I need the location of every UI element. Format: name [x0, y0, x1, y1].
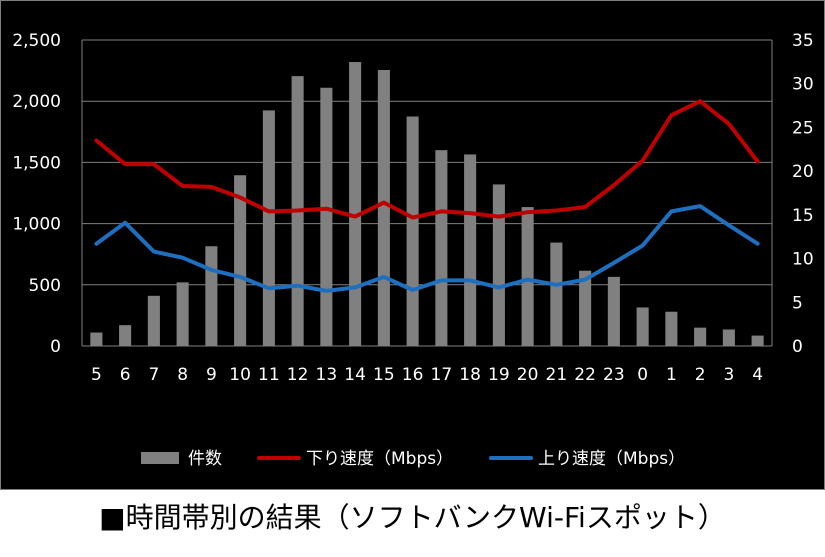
left-axis-tick-labels: 0 500 1,000 1,500 2,000 2,500 — [12, 31, 61, 357]
bar-count — [406, 116, 419, 346]
left-tick-label: 500 — [29, 276, 61, 296]
bar-count — [521, 207, 534, 346]
x-tick-label: 6 — [120, 365, 131, 385]
x-tick-label: 17 — [431, 365, 453, 385]
bar-count — [550, 242, 563, 346]
gridlines — [81, 39, 773, 347]
x-tick-label: 19 — [488, 365, 510, 385]
left-tick-label: 0 — [50, 337, 61, 357]
bar-count — [147, 295, 160, 346]
bar-count — [665, 311, 678, 346]
right-tick-label: 30 — [792, 75, 814, 95]
left-tick-label: 1,500 — [12, 153, 61, 173]
legend-label: 上り速度（Mbps） — [538, 449, 685, 469]
x-tick-label: 10 — [229, 365, 251, 385]
bar-count — [722, 329, 735, 346]
legend-label: 件数 — [188, 449, 222, 469]
right-tick-label: 35 — [792, 31, 814, 51]
right-axis-tick-labels: 0 5 10 15 20 25 30 35 — [792, 31, 814, 357]
x-tick-label: 13 — [316, 365, 338, 385]
bar-count — [262, 110, 275, 346]
x-tick-label: 4 — [752, 365, 763, 385]
bar-count — [751, 335, 764, 346]
right-tick-label: 15 — [792, 206, 814, 226]
legend-label: 下り速度（Mbps） — [306, 449, 453, 469]
bar-series-counts — [90, 62, 764, 347]
bar-count — [694, 327, 707, 346]
figure-caption: ■時間帯別の結果（ソフトバンクWi-Fiスポット） — [99, 501, 726, 534]
bar-count — [349, 62, 362, 346]
x-tick-label: 12 — [287, 365, 309, 385]
x-tick-label: 16 — [402, 365, 424, 385]
right-tick-label: 25 — [792, 118, 814, 138]
x-tick-label: 8 — [177, 365, 188, 385]
bar-count — [377, 69, 390, 346]
x-tick-label: 0 — [637, 365, 648, 385]
right-tick-label: 10 — [792, 250, 814, 270]
chart-area: 0 500 1,000 1,500 2,000 2,500 0 5 10 15 20 25 30 35 … — [0, 0, 825, 490]
x-tick-label: 2 — [695, 365, 706, 385]
bar-count — [90, 332, 103, 346]
bar-count — [320, 87, 333, 347]
bar-count — [607, 276, 620, 346]
x-tick-label: 20 — [517, 365, 539, 385]
bar-count — [435, 150, 448, 346]
x-tick-label: 14 — [344, 365, 366, 385]
x-tick-label: 7 — [148, 365, 159, 385]
left-tick-label: 1,000 — [12, 215, 61, 235]
x-tick-label: 21 — [546, 365, 568, 385]
bar-count — [579, 270, 592, 346]
right-tick-label: 0 — [792, 337, 803, 357]
x-tick-label: 9 — [206, 365, 217, 385]
bar-count — [234, 175, 247, 346]
line-upload-speed — [94, 204, 760, 293]
bar-count — [205, 246, 218, 346]
bar-count — [492, 184, 505, 346]
x-tick-label: 22 — [574, 365, 596, 385]
x-tick-label: 5 — [91, 365, 102, 385]
x-tick-label: 23 — [603, 365, 625, 385]
x-axis-tick-labels: 5 6 7 8 9 10 11 12 13 14 15 16 17 18 19 20 21 22 23 0 1 2 3 4 — [91, 365, 763, 385]
left-tick-label: 2,500 — [12, 31, 61, 51]
x-tick-label: 11 — [258, 365, 280, 385]
legend-swatch-bar — [141, 452, 179, 464]
right-tick-label: 5 — [792, 293, 803, 313]
line-download-speed — [94, 99, 760, 220]
x-tick-label: 18 — [459, 365, 481, 385]
x-tick-label: 3 — [723, 365, 734, 385]
x-tick-label: 15 — [373, 365, 395, 385]
line-series — [94, 99, 760, 293]
right-tick-label: 20 — [792, 162, 814, 182]
bar-count — [176, 282, 189, 346]
left-tick-label: 2,000 — [12, 92, 61, 112]
bar-count — [636, 307, 649, 346]
legend: 件数 下り速度（Mbps） 上り速度（Mbps） — [141, 449, 685, 469]
x-tick-label: 1 — [666, 365, 677, 385]
bar-count — [464, 154, 477, 346]
bar-count — [119, 325, 132, 346]
